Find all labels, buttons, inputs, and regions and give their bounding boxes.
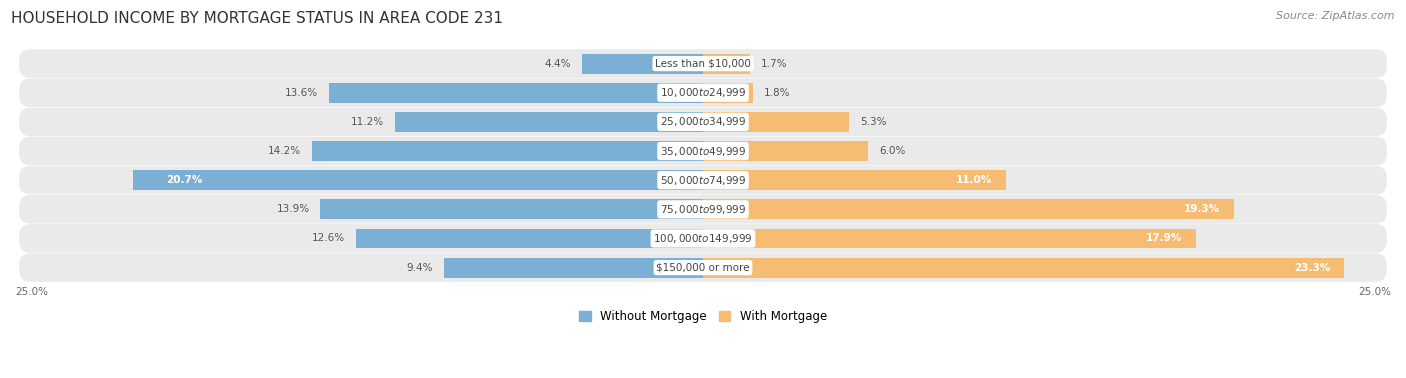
Bar	[444, 258, 703, 277]
Text: $10,000 to $24,999: $10,000 to $24,999	[659, 86, 747, 99]
Text: $100,000 to $149,999: $100,000 to $149,999	[654, 232, 752, 245]
Text: $75,000 to $99,999: $75,000 to $99,999	[659, 203, 747, 216]
FancyBboxPatch shape	[20, 49, 1386, 78]
Legend: Without Mortgage, With Mortgage: Without Mortgage, With Mortgage	[574, 305, 832, 328]
FancyBboxPatch shape	[20, 195, 1386, 224]
Bar	[703, 170, 1005, 190]
Bar	[134, 170, 703, 190]
Bar	[703, 54, 749, 73]
Bar	[395, 112, 703, 132]
Text: 4.4%: 4.4%	[544, 59, 571, 68]
Text: 13.9%: 13.9%	[277, 204, 309, 214]
Text: $25,000 to $34,999: $25,000 to $34,999	[659, 115, 747, 129]
FancyBboxPatch shape	[20, 166, 1386, 194]
Bar	[329, 83, 703, 103]
Text: 1.8%: 1.8%	[763, 88, 790, 98]
Text: 12.6%: 12.6%	[312, 234, 346, 243]
Bar	[582, 54, 703, 73]
Bar	[703, 112, 849, 132]
Text: 25.0%: 25.0%	[15, 287, 48, 297]
Text: 9.4%: 9.4%	[406, 263, 433, 273]
Bar	[321, 200, 703, 219]
Text: 11.2%: 11.2%	[350, 117, 384, 127]
FancyBboxPatch shape	[20, 108, 1386, 136]
FancyBboxPatch shape	[20, 224, 1386, 253]
Bar	[703, 83, 752, 103]
Text: HOUSEHOLD INCOME BY MORTGAGE STATUS IN AREA CODE 231: HOUSEHOLD INCOME BY MORTGAGE STATUS IN A…	[11, 11, 503, 26]
Text: $150,000 or more: $150,000 or more	[657, 263, 749, 273]
Text: 11.0%: 11.0%	[956, 175, 993, 185]
Text: 20.7%: 20.7%	[166, 175, 202, 185]
FancyBboxPatch shape	[20, 137, 1386, 165]
Text: 23.3%: 23.3%	[1294, 263, 1330, 273]
Bar	[703, 258, 1344, 277]
Text: 25.0%: 25.0%	[1358, 287, 1391, 297]
FancyBboxPatch shape	[20, 253, 1386, 282]
Text: 14.2%: 14.2%	[269, 146, 301, 156]
Bar	[703, 141, 868, 161]
Text: 19.3%: 19.3%	[1184, 204, 1220, 214]
Bar	[356, 229, 703, 248]
Text: 1.7%: 1.7%	[761, 59, 787, 68]
Bar	[312, 141, 703, 161]
Text: 6.0%: 6.0%	[879, 146, 905, 156]
Text: $50,000 to $74,999: $50,000 to $74,999	[659, 174, 747, 187]
Text: $35,000 to $49,999: $35,000 to $49,999	[659, 144, 747, 158]
Bar	[703, 229, 1195, 248]
Text: Less than $10,000: Less than $10,000	[655, 59, 751, 68]
Text: 5.3%: 5.3%	[860, 117, 886, 127]
Text: 17.9%: 17.9%	[1146, 234, 1182, 243]
Text: 13.6%: 13.6%	[284, 88, 318, 98]
Bar	[703, 200, 1234, 219]
Text: Source: ZipAtlas.com: Source: ZipAtlas.com	[1277, 11, 1395, 21]
FancyBboxPatch shape	[20, 79, 1386, 107]
